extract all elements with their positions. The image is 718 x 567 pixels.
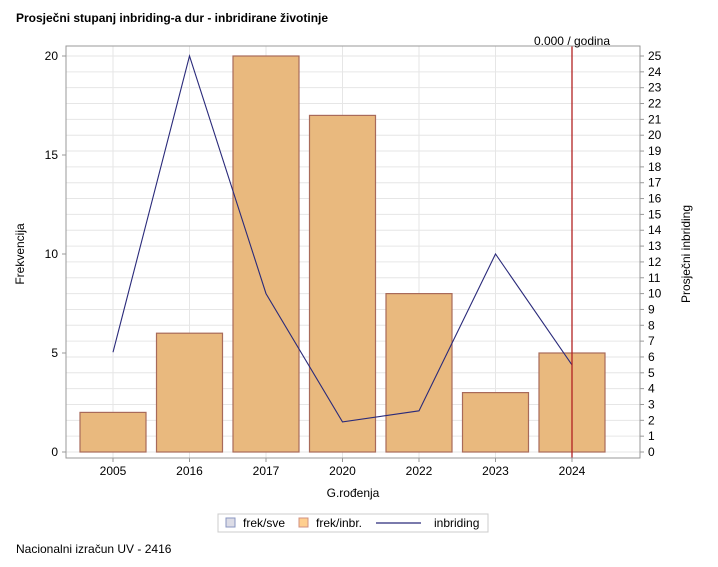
reference-line-label: 0.000 / godina [534, 34, 610, 48]
y2-tick-label: 0 [648, 445, 655, 459]
y2-tick-label: 6 [648, 350, 655, 364]
legend-swatch-frek-inbr [298, 517, 309, 528]
legend-label: inbriding [434, 516, 479, 530]
y2-tick-label: 11 [648, 271, 661, 285]
y2-tick-label: 9 [648, 302, 655, 316]
bar-2005 [79, 411, 147, 453]
y2-tick-label: 3 [648, 397, 655, 411]
y2-tick-label: 10 [648, 287, 662, 301]
y2-tick-label: 1 [648, 429, 655, 443]
y2-tick-label: 18 [648, 160, 662, 174]
x-axis-label: G.rođenja [327, 486, 380, 500]
y2-tick-label: 21 [648, 112, 662, 126]
bar-2022 [385, 293, 453, 453]
y-tick-label: 20 [45, 49, 59, 63]
footer-text: Nacionalni izračun UV - 2416 [16, 542, 172, 556]
legend-label: frek/sve [243, 516, 285, 530]
bar-2016 [155, 332, 224, 453]
x-tick-label: 2024 [559, 464, 586, 478]
y2-tick-label: 8 [648, 318, 655, 332]
bar-2023 [461, 392, 530, 453]
bar-2017 [232, 55, 300, 453]
y-tick-label: 0 [51, 445, 58, 459]
y2-tick-label: 7 [648, 334, 655, 348]
x-tick-label: 2016 [176, 464, 203, 478]
y2-tick-label: 19 [648, 144, 662, 158]
legend-label: frek/inbr. [316, 516, 362, 530]
y2-tick-label: 4 [648, 382, 655, 396]
chart-title: Prosječni stupanj inbriding-a dur - inbr… [16, 11, 328, 25]
y2-tick-label: 13 [648, 239, 662, 253]
y2-tick-label: 14 [648, 223, 662, 237]
y2-axis-label: Prosječni inbriding [679, 205, 693, 303]
y2-tick-label: 17 [648, 176, 662, 190]
y2-tick-label: 16 [648, 192, 662, 206]
x-tick-label: 2005 [100, 464, 127, 478]
legend-swatch-frek-sve [225, 517, 236, 528]
y2-tick-label: 20 [648, 128, 662, 142]
y2-tick-label: 12 [648, 255, 662, 269]
y2-tick-label: 22 [648, 97, 662, 111]
bar-2020 [308, 114, 377, 453]
y-tick-label: 10 [45, 247, 59, 261]
y2-tick-label: 25 [648, 49, 662, 63]
plot-frame [65, 45, 641, 459]
y2-tick-label: 24 [648, 65, 662, 79]
y2-tick-label: 5 [648, 366, 655, 380]
y2-tick-label: 23 [648, 81, 662, 95]
legend: frek/sve frek/inbr. inbriding [217, 513, 489, 533]
x-tick-label: 2023 [482, 464, 509, 478]
y-axis-label: Frekvencija [13, 223, 27, 285]
y-tick-label: 15 [45, 148, 59, 162]
x-tick-label: 2020 [329, 464, 356, 478]
x-tick-label: 2022 [406, 464, 433, 478]
x-tick-label: 2017 [253, 464, 280, 478]
y-tick-label: 5 [51, 346, 58, 360]
y2-tick-label: 2 [648, 413, 655, 427]
y2-tick-label: 15 [648, 207, 662, 221]
